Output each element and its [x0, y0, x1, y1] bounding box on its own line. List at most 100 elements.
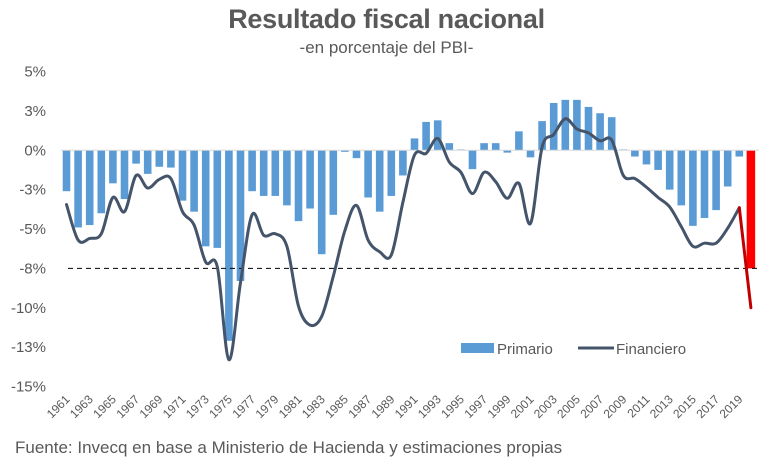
bar-primario [677, 150, 686, 206]
bar-primario [97, 150, 106, 214]
bar-primario [700, 150, 709, 218]
bar-primario [120, 150, 129, 200]
bar-primario [329, 150, 338, 215]
line-financiero-estimate [737, 206, 753, 310]
bar-primario [155, 150, 164, 167]
legend-label-primario: Primario [497, 341, 553, 358]
bar-primario [584, 106, 593, 151]
bar-primario [213, 150, 222, 248]
x-tick-label: 1973 [183, 392, 212, 421]
bar-primario [468, 150, 477, 170]
x-tick-label: 2013 [647, 392, 676, 421]
bar-primario [248, 150, 256, 192]
y-tick-label: 5% [24, 64, 46, 81]
x-tick-label: 1987 [345, 392, 374, 421]
line-financiero-path [65, 117, 741, 362]
bar-primario [225, 150, 233, 341]
bar-primario [74, 150, 82, 228]
x-tick-label: 1975 [206, 392, 235, 421]
bar-primario [480, 143, 488, 151]
x-tick-label: 1969 [137, 392, 166, 421]
x-tick-label: 2019 [717, 392, 746, 421]
bar-primario [341, 150, 349, 152]
bar-primario [352, 150, 361, 159]
x-tick-label: 1963 [67, 392, 96, 421]
x-tick-label: 2003 [531, 392, 560, 421]
x-tick-label: 1961 [44, 392, 73, 421]
bar-primario [85, 150, 94, 226]
bar-primario [236, 150, 245, 281]
x-tick-label: 1999 [485, 392, 514, 421]
bar-primario [271, 150, 280, 196]
x-tick-label: 1979 [253, 392, 282, 421]
x-tick-label: 1965 [90, 392, 119, 421]
bar-primario [689, 150, 697, 226]
x-axis: 1961196319651967196919711973197519771979… [44, 392, 746, 421]
x-tick-label: 1981 [276, 392, 305, 421]
bar-primario [283, 150, 291, 206]
bar-primario [375, 150, 384, 212]
x-tick-label: 1993 [415, 392, 444, 421]
bar-primario [735, 150, 744, 157]
y-tick-label: -3% [19, 182, 46, 199]
x-tick-label: 1977 [229, 392, 258, 421]
bar-primario [503, 150, 512, 153]
bar-primario [665, 150, 674, 190]
x-tick-label: 1991 [392, 392, 421, 421]
x-tick-label: 1995 [438, 392, 467, 421]
x-tick-label: 2001 [508, 392, 537, 421]
x-tick-label: 1967 [113, 392, 142, 421]
bar-primario [132, 150, 140, 164]
bar-primario [631, 150, 639, 157]
bar-primario [364, 150, 372, 198]
y-tick-label: -8% [19, 260, 46, 277]
source-note: Fuente: Invecq en base a Ministerio de H… [15, 438, 563, 457]
y-axis: 5% 3% 0% -3% -5% -8% -10% -13% -15% [11, 64, 46, 396]
bar-primario [538, 121, 546, 151]
bar-primario [190, 150, 198, 212]
line-financiero [65, 117, 753, 362]
bar-primario [306, 150, 314, 209]
bar-primario [201, 150, 210, 247]
bar-primario [433, 120, 442, 151]
x-tick-label: 2017 [693, 392, 722, 421]
bar-primario [294, 150, 303, 222]
bar-primario [561, 99, 570, 151]
x-tick-label: 2015 [670, 392, 699, 421]
bar-primario [573, 99, 581, 151]
bar-primario [410, 138, 419, 151]
bar-primario [549, 103, 558, 151]
chart-subtitle: -en porcentaje del PBI- [299, 38, 474, 57]
chart-title: Resultado fiscal nacional [228, 4, 545, 34]
bar-primario [515, 131, 523, 151]
bar-primario [596, 113, 604, 151]
y-tick-label: -13% [11, 339, 46, 356]
x-tick-label: 1983 [299, 392, 328, 421]
x-tick-label: 1985 [322, 392, 351, 421]
bar-primario [259, 150, 268, 196]
bars-primario [62, 99, 756, 341]
x-tick-label: 2011 [624, 392, 652, 420]
bar-primario [526, 150, 535, 158]
bar-primario [491, 143, 500, 151]
bar-primario [654, 150, 662, 170]
bar-primario [178, 150, 187, 201]
bar-primario [399, 150, 407, 176]
bar-primario [167, 150, 175, 168]
x-tick-label: 1971 [160, 392, 189, 421]
x-tick-label: 1989 [369, 392, 398, 421]
x-tick-label: 2007 [577, 392, 606, 421]
bar-primario [387, 150, 396, 196]
x-tick-label: 2009 [601, 392, 630, 421]
legend: Primario Financiero [461, 341, 686, 358]
y-tick-label: -15% [11, 379, 46, 396]
bar-primario [723, 150, 732, 187]
bar-primario [445, 143, 454, 151]
y-tick-label: 3% [24, 103, 46, 120]
y-tick-label: -10% [11, 300, 46, 317]
legend-swatch-primario [461, 343, 494, 353]
bar-primario [642, 150, 651, 165]
bar-primario [317, 150, 326, 255]
bar-primario [607, 117, 616, 151]
